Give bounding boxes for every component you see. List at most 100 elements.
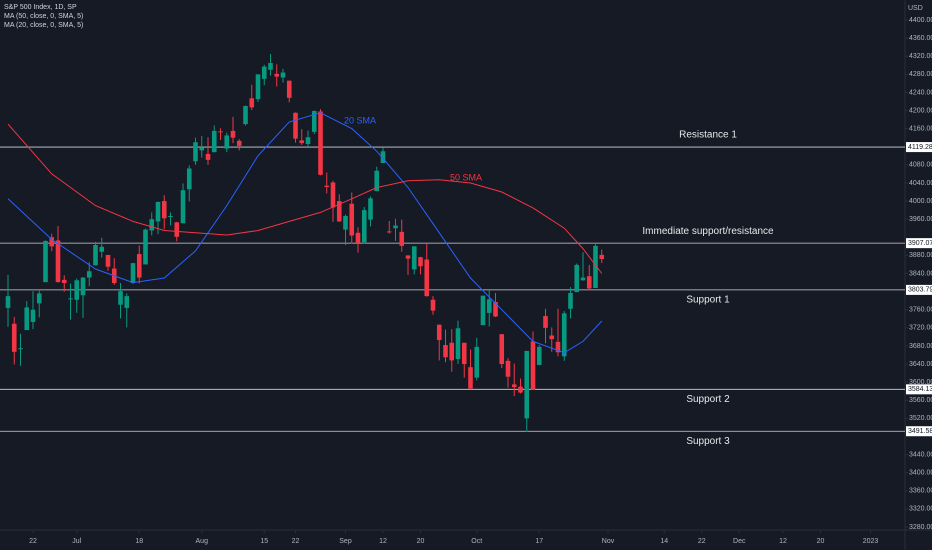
candle-body [374,170,380,192]
candle-body [130,263,136,284]
candle-body [105,254,111,267]
candle-body [424,259,430,297]
candle-body [580,277,586,281]
candle-body [30,309,36,322]
candle-body [593,245,598,288]
candle-body [324,185,330,188]
candle-body [430,299,436,311]
candle-body [180,190,186,224]
y-tick-label: 4040.00 [909,180,932,187]
level-label: Immediate support/resistance [642,226,774,237]
y-tick-label: 3760.00 [909,307,932,314]
sma-label: 50 SMA [450,172,482,182]
candle-body [574,264,580,293]
candle-body [186,168,192,190]
candle-body [74,280,80,300]
candle-body [355,232,361,243]
candle-body [561,313,567,357]
candle-body [518,386,523,393]
sma-label: 20 SMA [344,115,376,125]
y-tick-label: 4400.00 [909,17,932,24]
candle-body [11,323,17,352]
candle-body [205,153,211,160]
candle-body [443,345,448,358]
x-tick-label: 22 [292,538,300,545]
x-tick-label: 17 [535,538,543,545]
candle-body [236,140,242,146]
candle-body [86,271,92,278]
candle-body [286,80,292,98]
candle-body [230,130,236,138]
candle-body [143,229,148,265]
candle-body [555,341,561,353]
candle-body [436,324,442,341]
candle-body [330,182,336,208]
candle-body [249,98,255,108]
candle-body [93,244,98,266]
candle-body [168,216,173,218]
candle-body [349,203,355,236]
y-tick-label: 4000.00 [909,198,932,205]
candle-body [268,63,273,70]
candle-body [474,346,480,378]
candle-body [449,342,455,361]
y-tick-label: 3320.00 [909,506,932,513]
price-tag [906,426,932,437]
candle-body [549,335,555,340]
x-tick-label: 2023 [863,538,879,545]
price-tag-label: 3584.13 [908,386,932,393]
candle-body [24,307,30,331]
x-tick-label: 15 [260,538,268,545]
y-tick-label: 4080.00 [909,162,932,169]
sma-line [7,123,603,274]
level-label: Resistance 1 [679,130,737,141]
candle-body [18,348,23,350]
candle-body [599,254,605,260]
y-tick-label: 3280.00 [909,524,932,531]
candle-body [586,276,592,289]
candle-body [161,201,167,219]
x-tick-label: Jul [72,538,81,545]
candle-body [55,240,61,283]
y-tick-label: 3840.00 [909,270,932,277]
candle-body [380,151,386,164]
candle-body [43,240,48,283]
candle-body [536,346,542,365]
candle-body [211,130,217,153]
candle-body [5,296,11,308]
candle-body [524,350,530,419]
candle-body [411,246,417,270]
y-tick-label: 3560.00 [909,397,932,404]
y-tick-label: 4320.00 [909,53,932,60]
candle-body [393,225,398,229]
indicator-label: MA (50, close, 0, SMA, 5) [4,13,83,20]
y-tick-label: 3520.00 [909,415,932,422]
candle-body [118,291,123,305]
candle-body [361,210,367,243]
x-tick-label: Dec [733,538,746,545]
candle-body [280,72,286,78]
candle-body [493,302,498,317]
candle-body [461,342,467,365]
y-tick-label: 3640.00 [909,361,932,368]
candle-body [455,328,461,360]
candle-body [274,73,280,77]
candle-body [311,110,317,132]
price-tag [906,384,932,395]
candle-body [336,201,342,222]
candle-body [499,334,505,365]
x-tick-label: Oct [471,538,482,545]
y-tick-label: 3440.00 [909,451,932,458]
candle-body [486,299,492,313]
candle-body [199,147,205,151]
candle-body [243,106,248,125]
x-tick-label: 12 [379,538,387,545]
indicator-label: MA (20, close, 0, SMA, 5) [4,22,83,29]
candle-body [49,237,55,247]
y-tick-label: 3360.00 [909,488,932,495]
candle-body [318,111,323,175]
candle-body [193,142,198,162]
price-tag [906,238,932,249]
